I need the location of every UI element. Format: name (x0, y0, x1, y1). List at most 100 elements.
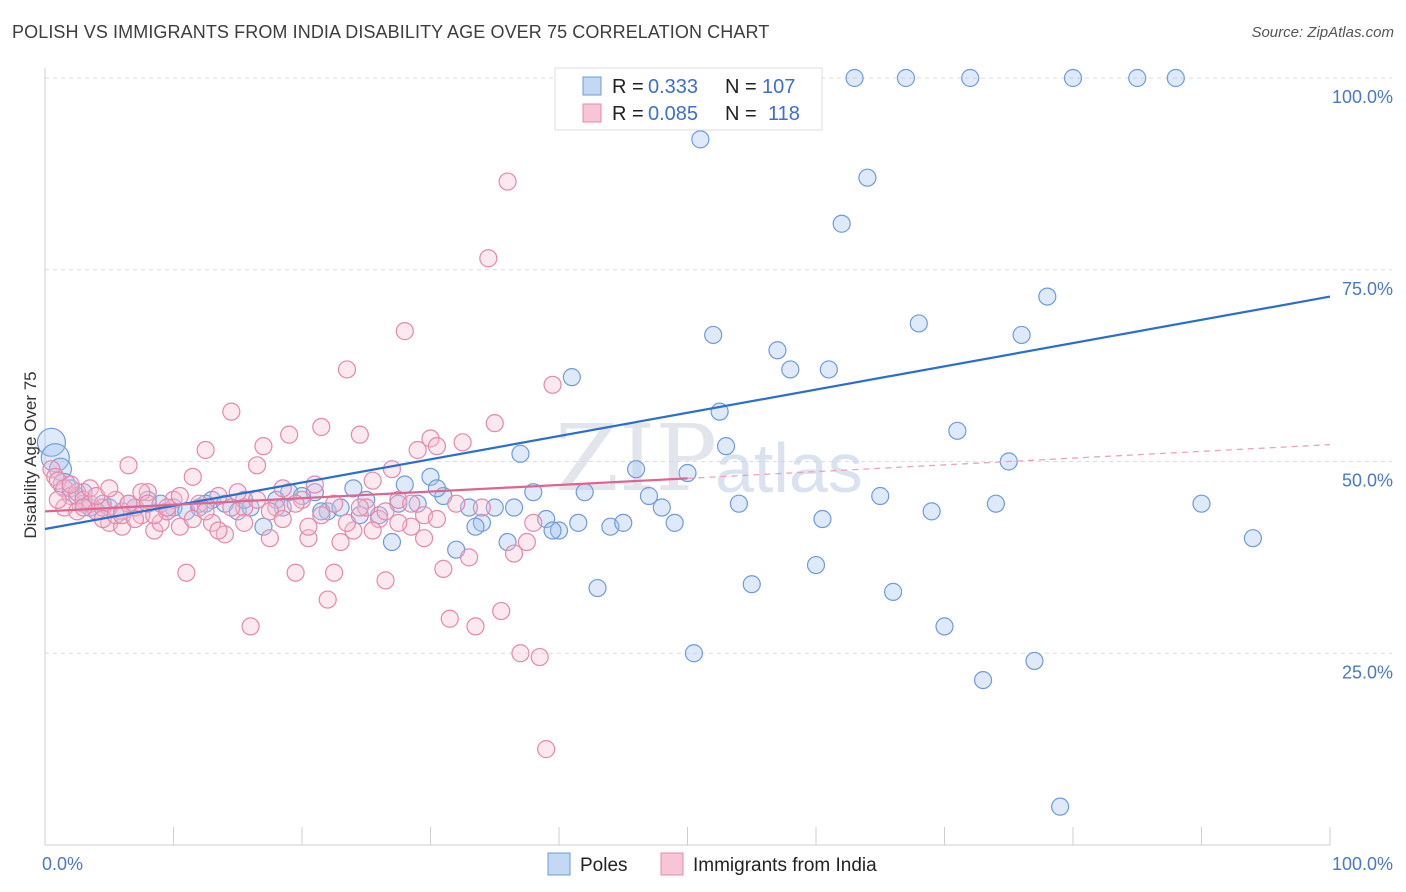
poles-point (652, 498, 671, 517)
poles-point (742, 575, 761, 594)
legend-label-india: Immigrants from India (693, 855, 877, 876)
legend-n-value-2: 118 (768, 103, 800, 125)
india-point (427, 437, 447, 456)
poles-point (781, 360, 800, 379)
poles-point (922, 502, 941, 521)
poles-point (498, 532, 517, 552)
india-point (434, 559, 453, 578)
india-point (376, 502, 395, 521)
india-point (389, 513, 408, 532)
india-point (222, 498, 241, 517)
india-point (537, 740, 556, 759)
india-point (511, 644, 530, 663)
india-point (100, 479, 119, 498)
poles-point (678, 463, 697, 483)
poles-point (896, 68, 916, 88)
india-point (74, 498, 93, 517)
watermark-atlas: atlas (715, 429, 863, 507)
poles-point (973, 670, 993, 690)
poles-point (344, 479, 363, 498)
y-tick-label: 100.0% (1332, 87, 1393, 107)
poles-point (813, 509, 832, 529)
poles-point (40, 443, 70, 473)
india-point (325, 494, 344, 513)
india-point (459, 548, 479, 567)
poles-point (1051, 797, 1070, 816)
poles-point (1166, 68, 1185, 88)
india-point (61, 475, 80, 494)
india-points (42, 172, 562, 759)
india-point (280, 425, 299, 444)
india-point (325, 563, 344, 582)
poles-point (1243, 529, 1263, 548)
poles-point (254, 517, 273, 536)
india-point (517, 532, 536, 552)
poles-point (524, 483, 543, 502)
poles-point (845, 68, 864, 88)
poles-point (832, 214, 851, 233)
poles-point (421, 467, 440, 486)
india-point (286, 563, 305, 582)
poles-trend-line (44, 295, 1331, 531)
x-tick-label: 0.0% (42, 854, 83, 874)
india-point (402, 494, 421, 513)
india-point (485, 414, 504, 433)
poles-point (543, 521, 562, 540)
india-point (318, 590, 337, 609)
india-point (363, 521, 382, 540)
legend-swatch-india-bottom (660, 852, 684, 876)
india-trend-extension (687, 443, 1331, 480)
india-point (125, 509, 145, 529)
legend-label-poles: Poles (580, 855, 628, 876)
source-label: Source: ZipAtlas.com (1251, 24, 1394, 41)
poles-point (626, 460, 646, 479)
india-point (235, 513, 254, 532)
india-point (132, 483, 151, 502)
poles-point (819, 360, 838, 379)
india-point (504, 544, 524, 563)
legend-swatch-india (582, 103, 602, 123)
legend-r-value-1: 0.333 (648, 76, 698, 98)
india-point (119, 456, 138, 475)
tick-labels: 25.0% 50.0% 75.0% 100.0% 0.0% 100.0% (42, 87, 1393, 874)
india-point (357, 498, 376, 517)
india-point (376, 571, 395, 590)
correlation-legend: R = 0.333 N = 107 R = 0.085 N = 118 (554, 67, 823, 131)
y-tick-label: 75.0% (1342, 279, 1393, 299)
india-point (177, 563, 196, 582)
poles-point (395, 475, 414, 494)
india-point (453, 433, 472, 452)
grid-lines (45, 77, 1392, 654)
poles-point (716, 437, 736, 456)
legend-swatch-poles (582, 76, 602, 96)
india-point (247, 456, 267, 475)
india-point (222, 402, 241, 421)
india-point (395, 322, 414, 341)
y-tick-label: 50.0% (1342, 471, 1393, 491)
india-point (138, 494, 157, 513)
india-point (530, 647, 549, 667)
india-point (350, 498, 369, 517)
india-point (196, 502, 215, 521)
poles-point (549, 521, 569, 540)
india-point (299, 517, 318, 536)
legend-n-value-1: 107 (762, 76, 795, 98)
india-point (312, 417, 331, 437)
india-point (337, 360, 357, 379)
india-point (466, 617, 485, 636)
poles-point (485, 498, 504, 517)
poles-point (569, 513, 588, 532)
poles-point (562, 368, 581, 387)
legend-n-label-1: N = (725, 76, 757, 98)
india-point (479, 249, 498, 268)
india-point (427, 509, 447, 529)
poles-points (36, 68, 1263, 816)
poles-point (466, 517, 485, 536)
poles-point (948, 421, 967, 440)
chart-title: POLISH VS IMMIGRANTS FROM INDIA DISABILI… (12, 22, 770, 42)
poles-point (806, 555, 826, 575)
india-point (241, 617, 260, 636)
india-point (260, 529, 279, 548)
poles-point (614, 513, 633, 532)
